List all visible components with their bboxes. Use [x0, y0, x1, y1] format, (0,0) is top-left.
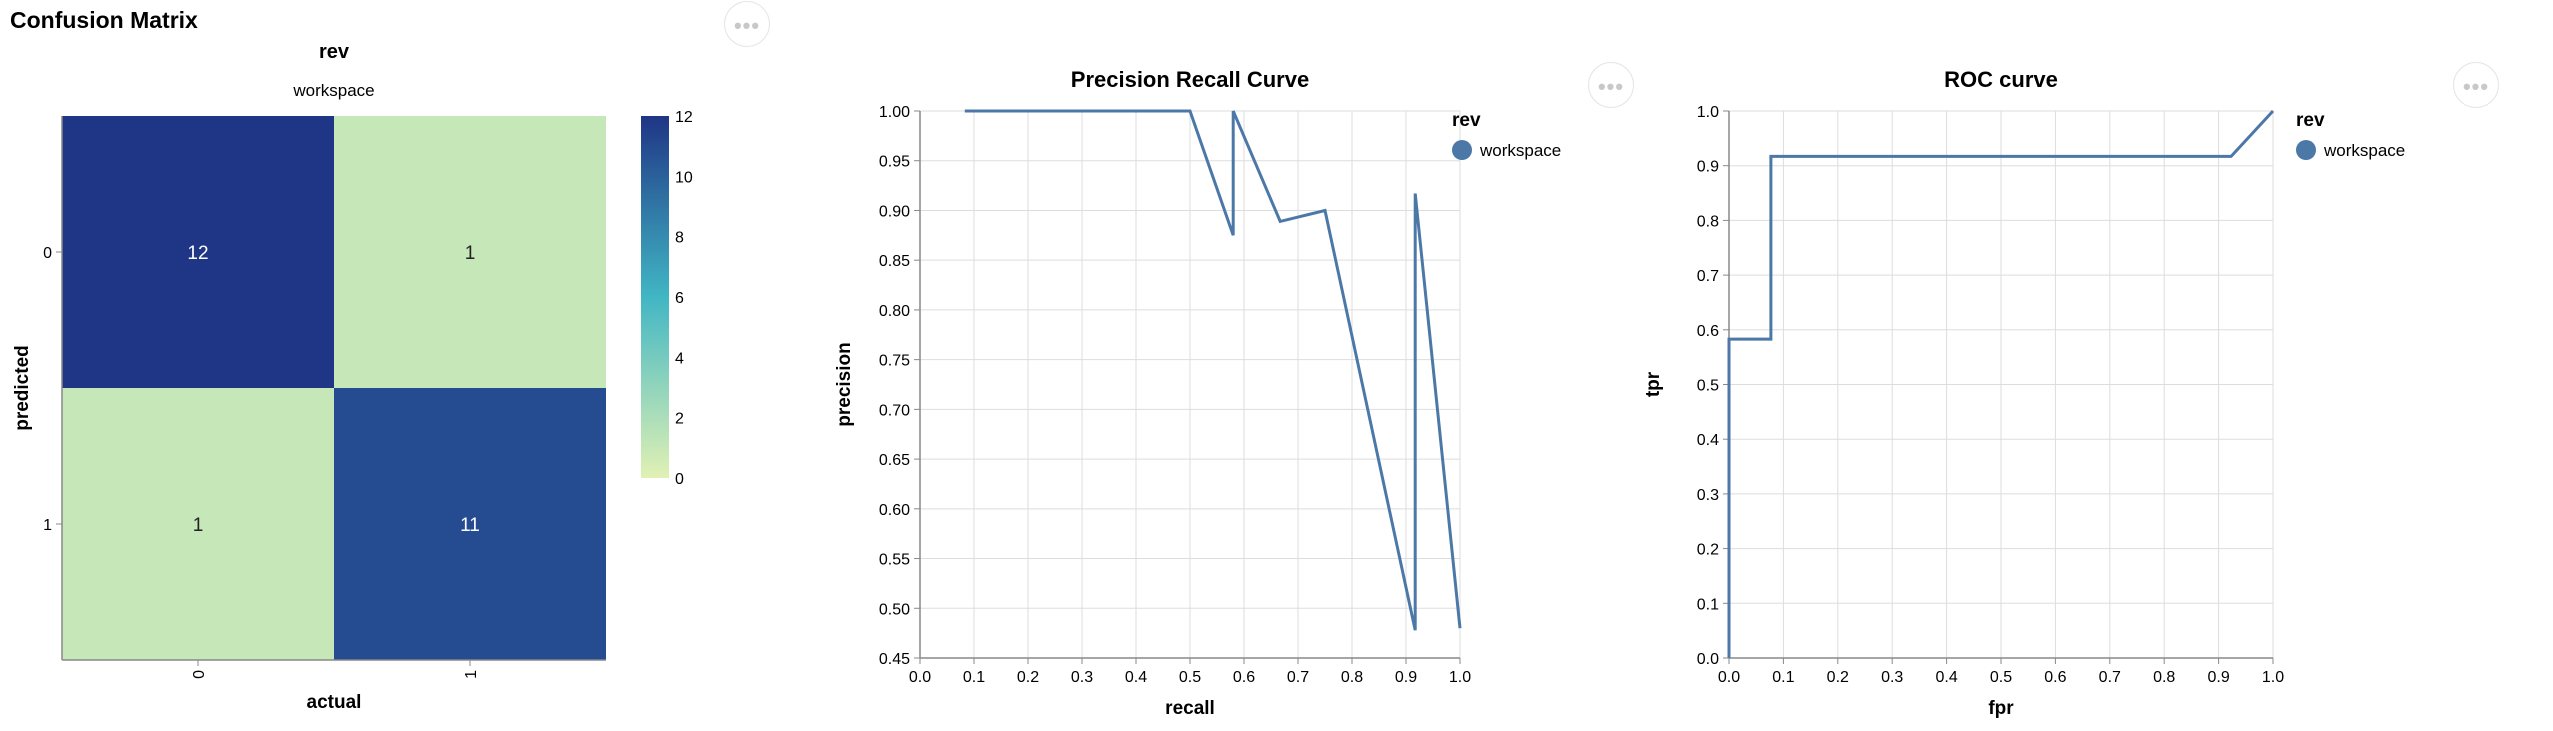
precision-recall-panel: Precision Recall Curve 0.0 0.1 0.2 0.3 0.4 0.5… [780, 0, 1640, 731]
color-legend-label: 0 [675, 471, 684, 488]
chart-title: Precision Recall Curve [1071, 67, 1309, 92]
x-tick-label: 0.2 [1017, 669, 1039, 686]
legend-label: workspace [2323, 141, 2405, 160]
y-tick-label: 0.8 [1697, 213, 1719, 230]
x-axis-title: recall [1165, 698, 1215, 719]
x-tick-label: 0.8 [1341, 669, 1363, 686]
heatmap-cell [334, 388, 606, 660]
y-axis-title: precision [834, 342, 855, 426]
more-options-icon: ••• [1597, 74, 1625, 99]
y-tick-label: 0.6 [1697, 323, 1719, 340]
x-tick-label: 1.0 [2262, 669, 2284, 686]
y-tick-label: 0.3 [1697, 487, 1719, 504]
y-tick-label: 0.9 [1697, 159, 1719, 176]
y-tick-label: 0.7 [1697, 268, 1719, 285]
x-tick-label: 0.3 [1881, 669, 1903, 686]
x-tick-label: 1.0 [1449, 669, 1471, 686]
x-tick-label: 0.5 [1179, 669, 1201, 686]
x-tick-label: 0.6 [2044, 669, 2066, 686]
more-options-icon: ••• [733, 13, 761, 38]
heatmap-cell [62, 116, 334, 388]
x-tick-label: 1 [463, 670, 480, 679]
y-tick-label: 0.60 [879, 502, 910, 519]
y-tick-label: 0.0 [1697, 651, 1719, 668]
x-tick-label: 0.9 [1395, 669, 1417, 686]
y-tick-label: 1.00 [879, 104, 910, 121]
cell-value-label: 11 [460, 515, 480, 536]
x-tick-label: 0.4 [1125, 669, 1147, 686]
series-line-workspace [964, 109, 1462, 631]
x-tick-label: 0.5 [1990, 669, 2012, 686]
chart-title: Confusion Matrix [10, 7, 198, 33]
y-tick-label: 0.55 [879, 552, 910, 569]
x-tick-label: 0 [191, 670, 208, 679]
color-legend-label: 8 [675, 230, 684, 247]
x-tick-label: 0.7 [1287, 669, 1309, 686]
y-tick-label: 0.85 [879, 253, 910, 270]
color-legend-label: 12 [675, 109, 693, 126]
precision-recall-chart: Precision Recall Curve 0.0 0.1 0.2 0.3 0.4 0.5… [834, 67, 1561, 719]
y-axis-title: predicted [12, 345, 33, 431]
color-legend-bar [641, 116, 669, 478]
x-tick-label: 0.7 [2099, 669, 2121, 686]
y-tick-label: 0 [43, 245, 52, 262]
x-tick-label: 0.9 [2207, 669, 2229, 686]
chart-actions-menu-button[interactable]: ••• [1588, 62, 1634, 108]
y-axis-title: tpr [1643, 371, 1664, 397]
legend-symbol [2296, 140, 2316, 160]
x-tick-label: 0.8 [2153, 669, 2175, 686]
cell-value-label: 1 [193, 515, 204, 536]
color-legend-label: 10 [675, 169, 693, 186]
cell-value-label: 1 [465, 243, 476, 264]
y-tick-label: 0.1 [1697, 596, 1719, 613]
x-tick-label: 0.1 [963, 669, 985, 686]
x-tick-label: 0.4 [1935, 669, 1957, 686]
roc-curve-chart: ROC curve 0.0 0.1 0.2 0.3 0.4 0.5 0.6 0.7 0.8 0.9 1… [1643, 67, 2405, 719]
heatmap-cell [62, 388, 334, 660]
y-tick-label: 0.70 [879, 402, 910, 419]
y-tick-label: 1 [43, 517, 52, 534]
x-tick-label: 0.0 [909, 669, 931, 686]
y-tick-label: 0.65 [879, 452, 910, 469]
y-tick-label: 0.50 [879, 601, 910, 618]
y-tick-label: 0.4 [1697, 432, 1719, 449]
heatmap-cell [334, 116, 606, 388]
more-options-icon: ••• [2462, 74, 2490, 99]
y-tick-label: 0.75 [879, 353, 910, 370]
x-tick-label: 0.2 [1827, 669, 1849, 686]
series-line-workspace [1727, 109, 2275, 658]
y-tick-label: 0.80 [879, 303, 910, 320]
chart-title: ROC curve [1944, 67, 2058, 92]
color-legend-label: 6 [675, 290, 684, 307]
x-axis-title: fpr [1988, 698, 2014, 719]
color-legend-label: 4 [675, 350, 684, 367]
color-legend-label: 2 [675, 411, 684, 428]
y-tick-label: 0.45 [879, 651, 910, 668]
chart-actions-menu-button[interactable]: ••• [2453, 62, 2499, 108]
x-tick-label: 0.6 [1233, 669, 1255, 686]
legend-label: workspace [1479, 141, 1561, 160]
roc-curve-panel: ROC curve 0.0 0.1 0.2 0.3 0.4 0.5 0.6 0.7 0.8 0.9 1… [1643, 0, 2553, 731]
x-tick-label: 0.3 [1071, 669, 1093, 686]
facet-value: workspace [292, 81, 374, 100]
confusion-matrix-panel: Confusion Matrix rev workspace 12 1 1 11 0 1 0 1 ac… [0, 0, 770, 731]
chart-actions-menu-button[interactable]: ••• [724, 1, 770, 47]
facet-header: rev [319, 41, 350, 63]
y-tick-label: 0.2 [1697, 542, 1719, 559]
legend-title: rev [2296, 110, 2325, 131]
x-axis-title: actual [307, 692, 362, 713]
y-tick-label: 0.5 [1697, 378, 1719, 395]
y-tick-label: 0.90 [879, 203, 910, 220]
cell-value-label: 12 [187, 243, 208, 264]
y-tick-label: 0.95 [879, 154, 910, 171]
x-tick-label: 0.0 [1718, 669, 1740, 686]
x-tick-label: 0.1 [1772, 669, 1794, 686]
legend-symbol [1452, 140, 1472, 160]
legend-title: rev [1452, 110, 1481, 131]
y-tick-label: 1.0 [1697, 104, 1719, 121]
